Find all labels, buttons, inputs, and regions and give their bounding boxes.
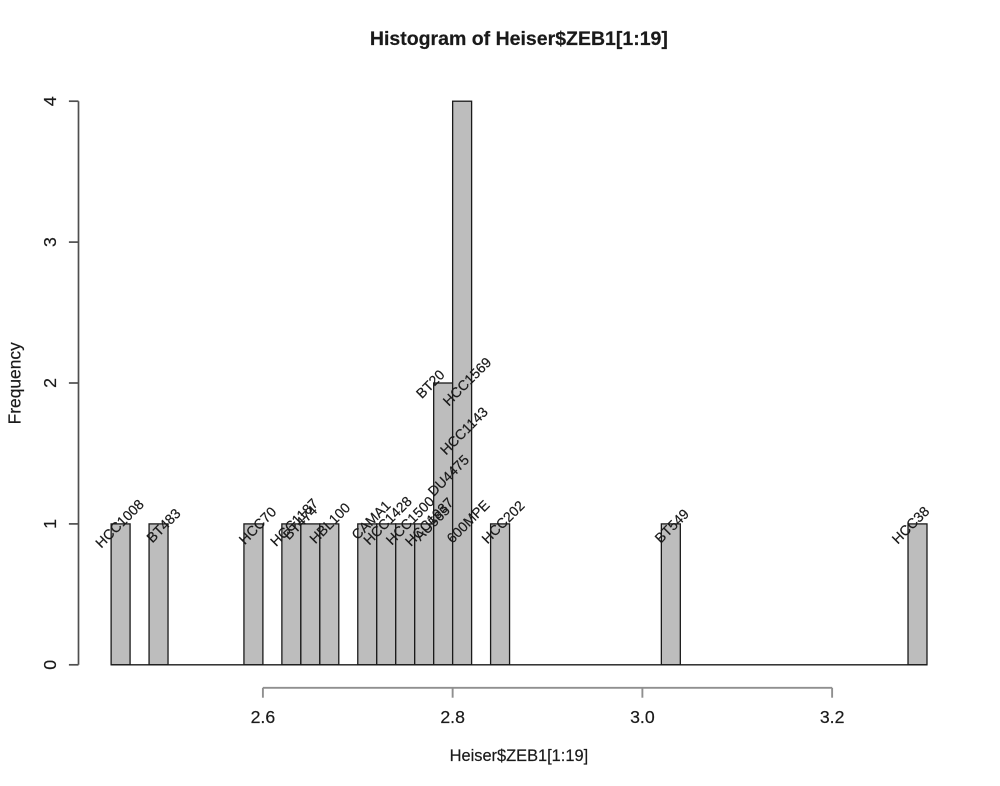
svg-text:Frequency: Frequency <box>5 342 25 424</box>
svg-text:4: 4 <box>40 96 60 106</box>
svg-text:0: 0 <box>40 660 60 670</box>
svg-text:Histogram of Heiser$ZEB1[1:19]: Histogram of Heiser$ZEB1[1:19] <box>370 28 668 50</box>
svg-text:Heiser$ZEB1[1:19]: Heiser$ZEB1[1:19] <box>450 747 588 765</box>
svg-text:3.0: 3.0 <box>630 707 655 727</box>
svg-text:1: 1 <box>40 519 60 529</box>
svg-text:3.2: 3.2 <box>820 707 845 727</box>
svg-text:2.6: 2.6 <box>251 707 276 727</box>
svg-text:3: 3 <box>40 237 60 247</box>
svg-text:2: 2 <box>40 378 60 388</box>
svg-text:2.8: 2.8 <box>440 707 465 727</box>
